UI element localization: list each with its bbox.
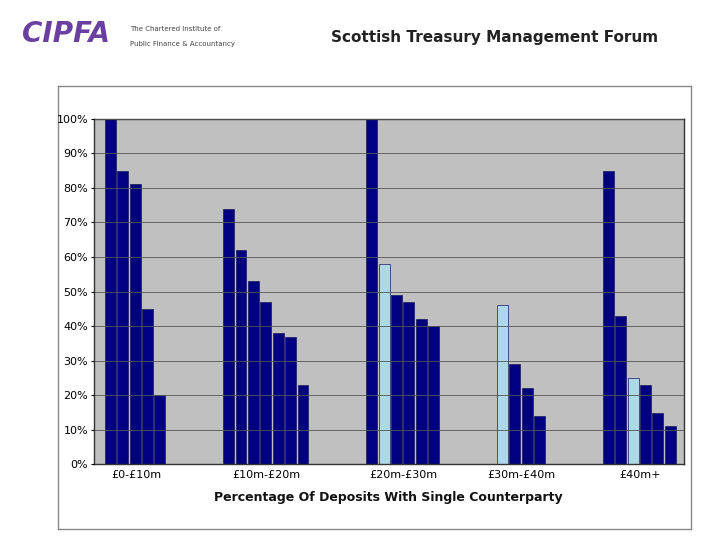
Bar	[285, 336, 296, 464]
Bar	[235, 250, 246, 464]
Bar	[522, 388, 533, 464]
Bar	[497, 306, 508, 464]
Bar	[509, 364, 521, 464]
Bar	[130, 185, 140, 464]
Bar	[616, 316, 626, 464]
Bar	[379, 264, 390, 464]
Bar	[261, 302, 271, 464]
Bar	[665, 427, 676, 464]
X-axis label: Percentage Of Deposits With Single Counterparty: Percentage Of Deposits With Single Count…	[215, 491, 563, 504]
Bar	[105, 119, 116, 464]
Text: The Chartered Institute of: The Chartered Institute of	[130, 26, 220, 32]
Bar	[628, 378, 639, 464]
Bar	[117, 171, 128, 464]
Bar	[248, 281, 259, 464]
Bar	[391, 295, 402, 464]
Bar	[297, 385, 308, 464]
Bar	[652, 413, 663, 464]
Bar	[403, 302, 414, 464]
Text: Scottish Treasury Management Forum: Scottish Treasury Management Forum	[331, 30, 658, 45]
Text: Public Finance & Accountancy: Public Finance & Accountancy	[130, 41, 235, 47]
Bar	[603, 171, 613, 464]
Bar	[142, 309, 153, 464]
Bar	[155, 395, 166, 464]
Bar	[223, 208, 234, 464]
Text: CIPFA: CIPFA	[22, 20, 109, 48]
Bar	[366, 119, 377, 464]
Bar	[273, 333, 284, 464]
Bar	[428, 326, 439, 464]
Bar	[534, 416, 545, 464]
Bar	[416, 319, 427, 464]
Bar	[640, 385, 651, 464]
